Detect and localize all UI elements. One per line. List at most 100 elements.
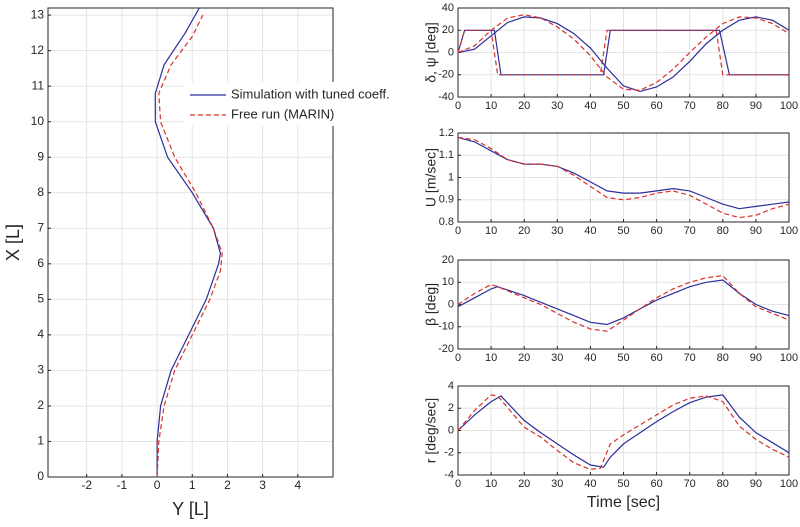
series-line: [457, 394, 790, 471]
x-tick-label: 80: [717, 100, 729, 112]
y-tick-label: -20: [438, 69, 454, 81]
y-tick-label: 4: [448, 380, 454, 392]
x-tick-label: 60: [650, 352, 662, 364]
x-tick-label: 0: [154, 478, 161, 492]
x-tick-label: 70: [684, 100, 696, 112]
x-tick-label: 4: [294, 478, 301, 492]
x-tick-label: 3: [259, 478, 266, 492]
y-tick-label: 12: [31, 43, 45, 57]
x-tick-label: 10: [485, 352, 497, 364]
y-axis-label: U [m/sec]: [423, 148, 439, 207]
y-tick-label: 0: [448, 424, 454, 436]
x-tick-label: 80: [717, 225, 729, 237]
x-tick-label: 40: [584, 100, 596, 112]
series-line: [457, 394, 790, 468]
y-tick-label: 0: [37, 469, 44, 483]
y-tick-label: 1: [37, 434, 44, 448]
y-tick-label: 0.9: [439, 194, 454, 206]
x-tick-label: 30: [551, 478, 563, 490]
y-tick-label: 11: [32, 78, 45, 92]
y-tick-label: 0.8: [439, 216, 454, 228]
x-tick-label: 20: [518, 225, 530, 237]
series-line: [457, 279, 790, 326]
x-tick-label: 0: [455, 352, 461, 364]
x-tick-label: 2: [224, 478, 231, 492]
y-tick-label: 10: [31, 114, 45, 128]
x-tick-label: 30: [551, 100, 563, 112]
y-tick-label: 1.1: [439, 149, 454, 161]
y-tick-label: 1.2: [439, 127, 454, 139]
x-tick-label: 20: [518, 478, 530, 490]
y-tick-label: 0: [448, 46, 454, 58]
x-tick-label: 50: [617, 478, 629, 490]
x-tick-label: 100: [780, 100, 798, 112]
y-tick-label: 20: [442, 254, 454, 266]
x-tick-label: 70: [684, 225, 696, 237]
x-tick-label: 100: [780, 225, 798, 237]
legend-label: Simulation with tuned coeff.: [231, 86, 390, 101]
y-tick-label: 5: [37, 292, 44, 306]
y-axis-label: X [L]: [3, 224, 23, 261]
axes-box: [47, 7, 334, 478]
axes-box: [457, 132, 790, 223]
x-tick-label: 100: [780, 478, 798, 490]
x-tick-label: 60: [650, 100, 662, 112]
x-tick-label: 1: [189, 478, 196, 492]
x-tick-label: 80: [717, 478, 729, 490]
legend: Simulation with tuned coeff. Free run (MA…: [184, 82, 394, 126]
x-tick-label: 70: [684, 352, 696, 364]
x-tick-label: 60: [650, 478, 662, 490]
x-tick-label: 10: [485, 100, 497, 112]
y-tick-label: 3: [37, 363, 44, 377]
x-axis-label: Y [L]: [172, 499, 209, 519]
x-tick-label: 30: [551, 225, 563, 237]
y-tick-label: 13: [31, 7, 45, 21]
series-line: [457, 16, 790, 93]
x-tick-label: 30: [551, 352, 563, 364]
y-tick-label: 6: [37, 256, 44, 270]
x-axis-label: Time [sec]: [587, 494, 660, 511]
y-tick-label: 7: [37, 220, 44, 234]
series-line: [156, 14, 223, 478]
x-tick-label: 100: [780, 352, 798, 364]
y-tick-label: 2: [37, 398, 44, 412]
y-tick-label: -4: [444, 469, 454, 481]
legend-box: [184, 82, 394, 126]
x-tick-label: 20: [518, 100, 530, 112]
x-tick-label: 60: [650, 225, 662, 237]
y-tick-label: -20: [438, 343, 454, 355]
x-tick-label: 0: [455, 225, 461, 237]
y-tick-label: 8: [37, 185, 44, 199]
x-tick-label: 20: [518, 352, 530, 364]
y-tick-label: -40: [438, 91, 454, 103]
y-tick-label: 10: [442, 276, 454, 288]
series-line: [457, 14, 790, 91]
y-axis-label: r [deg/sec]: [423, 398, 439, 463]
x-tick-label: 50: [617, 352, 629, 364]
x-tick-label: 80: [717, 352, 729, 364]
x-tick-label: 90: [750, 100, 762, 112]
y-tick-label: 4: [37, 327, 44, 341]
y-tick-label: 2: [448, 402, 454, 414]
x-tick-label: 10: [485, 478, 497, 490]
x-tick-label: 90: [750, 352, 762, 364]
legend-label: Free run (MARIN): [231, 106, 334, 121]
y-tick-label: 9: [37, 149, 44, 163]
x-tick-label: 10: [485, 225, 497, 237]
x-tick-label: 0: [455, 100, 461, 112]
x-tick-label: 90: [750, 478, 762, 490]
x-tick-label: 0: [455, 478, 461, 490]
series-line: [457, 136, 790, 219]
y-tick-label: -2: [444, 447, 454, 459]
y-axis-label: β [deg]: [423, 283, 439, 326]
series-line: [154, 7, 222, 477]
y-tick-label: -10: [438, 321, 454, 333]
x-tick-label: -2: [81, 478, 92, 492]
x-tick-label: 50: [617, 225, 629, 237]
y-tick-label: 0: [448, 298, 454, 310]
series-line: [457, 274, 790, 332]
y-axis-label: δ, ψ [deg]: [423, 22, 439, 83]
series-line: [457, 136, 790, 210]
x-tick-label: 40: [584, 478, 596, 490]
